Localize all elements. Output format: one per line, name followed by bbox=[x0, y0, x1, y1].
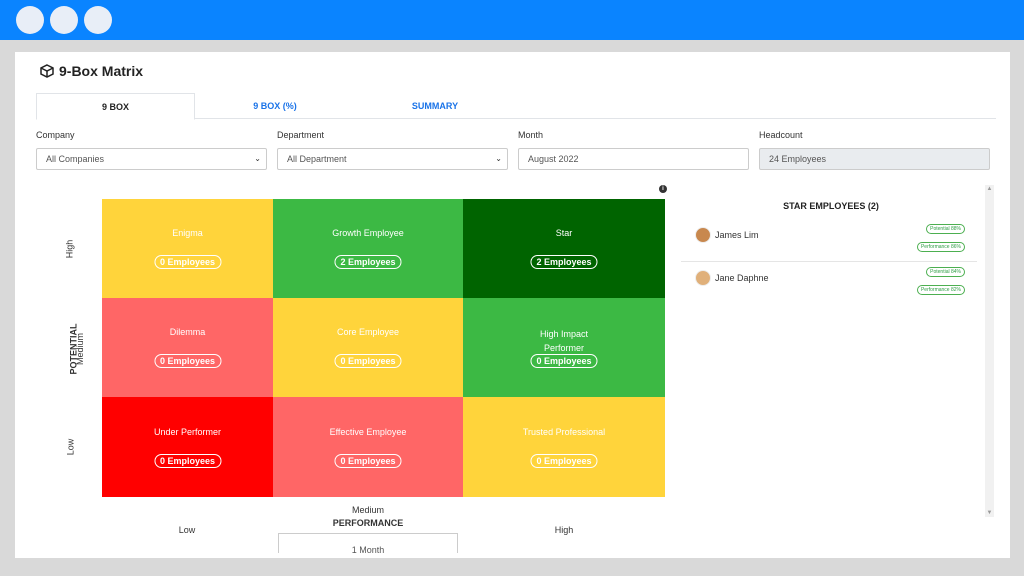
side-panel-scrollbar[interactable]: ▲ ▼ bbox=[985, 185, 994, 517]
department-label: Department bbox=[277, 130, 325, 140]
page-title-text: 9-Box Matrix bbox=[59, 63, 144, 79]
tab-9-box-percent[interactable]: 9 BOX (%) bbox=[253, 101, 297, 111]
cell-title: Core Employee bbox=[336, 327, 400, 337]
cell-title: Effective Employee bbox=[329, 427, 407, 437]
side-panel-title: STAR EMPLOYEES (2) bbox=[783, 201, 879, 211]
chevron-down-icon: ⌄ bbox=[495, 154, 502, 163]
company-select-value: All Companies bbox=[46, 154, 105, 164]
avatar bbox=[695, 227, 711, 243]
x-axis-medium-label: Medium bbox=[351, 505, 384, 515]
cell-enigma[interactable]: Enigma 0 Employees bbox=[102, 199, 273, 298]
cell-dilemma[interactable]: Dilemma 0 Employees bbox=[102, 298, 273, 397]
month-label: Month bbox=[518, 130, 544, 140]
cell-title: Growth Employee bbox=[332, 228, 404, 238]
y-axis-title: POTENTIAL bbox=[68, 323, 79, 375]
window-control-close[interactable] bbox=[16, 6, 44, 34]
employee-count-button[interactable]: 0 Employees bbox=[334, 454, 402, 468]
window-titlebar bbox=[0, 0, 1024, 40]
x-axis-high-label: High bbox=[554, 525, 574, 535]
headcount-label: Headcount bbox=[759, 130, 803, 140]
employee-count-button[interactable]: 0 Employees bbox=[530, 354, 598, 368]
tab-bar: 9 BOX 9 BOX (%) SUMMARY bbox=[36, 93, 996, 120]
cube-icon bbox=[40, 64, 54, 78]
window-control-maximize[interactable] bbox=[84, 6, 112, 34]
nine-box-grid: Enigma 0 Employees Growth Employee 2 Emp… bbox=[102, 199, 665, 497]
cell-title: Under Performer bbox=[153, 427, 222, 437]
cell-high-impact-performer[interactable]: High Impact Performer 0 Employees bbox=[463, 298, 665, 397]
page-title: 9-Box Matrix bbox=[40, 63, 143, 79]
cell-core-employee[interactable]: Core Employee 0 Employees bbox=[273, 298, 463, 397]
cell-star[interactable]: Star 2 Employees bbox=[463, 199, 665, 298]
divider bbox=[681, 261, 977, 262]
x-axis-title: PERFORMANCE bbox=[332, 518, 404, 528]
employee-count-button[interactable]: 0 Employees bbox=[153, 354, 222, 368]
window-control-minimize[interactable] bbox=[50, 6, 78, 34]
tab-summary[interactable]: SUMMARY bbox=[411, 101, 459, 111]
cell-effective-employee[interactable]: Effective Employee 0 Employees bbox=[273, 397, 463, 497]
employee-count-button[interactable]: 0 Employees bbox=[153, 255, 222, 269]
month-input[interactable]: August 2022 bbox=[518, 148, 749, 170]
company-label: Company bbox=[36, 130, 75, 140]
employee-count-button[interactable]: 2 Employees bbox=[530, 255, 598, 269]
chevron-down-icon: ⌄ bbox=[254, 154, 261, 163]
month-input-value: August 2022 bbox=[528, 154, 579, 164]
cell-title: Enigma bbox=[172, 228, 203, 238]
cell-title: Star bbox=[555, 228, 573, 238]
employee-row[interactable]: James Lim Potential 88% Performance 86% bbox=[681, 221, 977, 261]
cell-trusted-professional[interactable]: Trusted Professional 0 Employees bbox=[463, 397, 665, 497]
potential-badge: Potential 88% bbox=[926, 224, 965, 234]
performance-badge: Performance 82% bbox=[916, 285, 965, 295]
period-select[interactable]: 1 Month bbox=[278, 533, 458, 553]
scroll-up-arrow-icon[interactable]: ▲ bbox=[986, 186, 993, 192]
employee-count-button[interactable]: 0 Employees bbox=[334, 354, 402, 368]
cell-growth-employee[interactable]: Growth Employee 2 Employees bbox=[273, 199, 463, 298]
tab-9-box[interactable]: 9 BOX bbox=[36, 93, 195, 120]
main-panel: 9-Box Matrix 9 BOX 9 BOX (%) SUMMARY Com… bbox=[15, 52, 1010, 558]
company-select[interactable]: All Companies ⌄ bbox=[36, 148, 267, 170]
employee-name: Jane Daphne bbox=[715, 273, 769, 283]
department-select-value: All Department bbox=[287, 154, 347, 164]
x-axis-low-label: Low bbox=[178, 525, 196, 535]
cell-title: High Impact Performer bbox=[539, 329, 589, 353]
avatar bbox=[695, 270, 711, 286]
potential-badge: Potential 84% bbox=[926, 267, 965, 277]
scroll-down-arrow-icon[interactable]: ▼ bbox=[986, 510, 993, 516]
employee-name: James Lim bbox=[715, 230, 759, 240]
employee-count-button[interactable]: 0 Employees bbox=[530, 454, 598, 468]
employee-count-button[interactable]: 0 Employees bbox=[153, 454, 222, 468]
info-icon[interactable]: i bbox=[659, 185, 667, 193]
cell-title: Trusted Professional bbox=[522, 427, 606, 437]
department-select[interactable]: All Department ⌄ bbox=[277, 148, 508, 170]
cell-under-performer[interactable]: Under Performer 0 Employees bbox=[102, 397, 273, 497]
cell-title: Dilemma bbox=[169, 327, 206, 337]
performance-badge: Performance 86% bbox=[916, 242, 965, 252]
employee-row[interactable]: Jane Daphne Potential 84% Performance 82… bbox=[681, 264, 977, 304]
employee-count-button[interactable]: 2 Employees bbox=[334, 255, 402, 269]
star-employees-panel: STAR EMPLOYEES (2) James Lim Potential 8… bbox=[681, 185, 981, 515]
y-axis-high-label: High bbox=[64, 239, 75, 259]
headcount-value: 24 Employees bbox=[769, 154, 827, 164]
y-axis-low-label: Low bbox=[65, 438, 76, 456]
headcount-field: 24 Employees bbox=[759, 148, 990, 170]
